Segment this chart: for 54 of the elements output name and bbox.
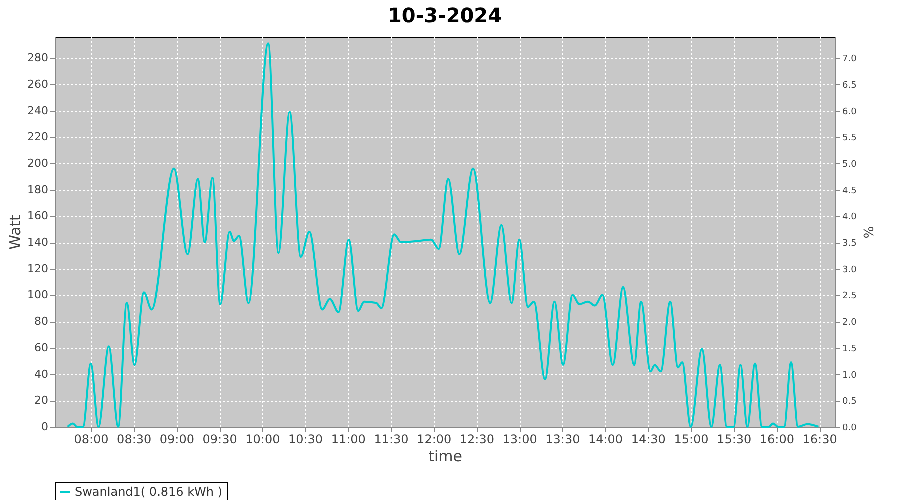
- x-tick-label: 15:30: [717, 432, 752, 446]
- x-tick-label: 12:30: [460, 432, 495, 446]
- x-tick-label: 13:00: [502, 432, 538, 446]
- y2-tick-label: 5.5: [842, 134, 857, 144]
- y-tick-label: 80: [34, 315, 48, 328]
- y-tick-label: 280: [28, 52, 48, 65]
- y-tick-label: 220: [28, 130, 48, 144]
- y2-tick-label: 6.0: [842, 107, 858, 118]
- y-tick-label: 100: [28, 288, 48, 302]
- y-tick-label: 60: [34, 341, 48, 354]
- y2-tick-label: 6.5: [842, 80, 857, 91]
- y2-tick-label: 0.0: [842, 424, 858, 434]
- x-tick-label: 16:30: [802, 432, 838, 446]
- y2-tick-label: 3.5: [842, 239, 857, 250]
- x-tick-label: 10:00: [246, 432, 280, 446]
- y2-tick-label: 1.5: [842, 344, 857, 354]
- y2-tick-label: 7.0: [842, 54, 858, 65]
- y-axis-title: Watt: [6, 214, 25, 250]
- y-tick-label: 200: [28, 156, 48, 170]
- y2-tick-label: 3.0: [842, 265, 858, 276]
- x-tick-label: 09:30: [202, 432, 238, 446]
- x-tick-label: 16:00: [760, 432, 795, 446]
- x-tick-label: 12:00: [417, 432, 452, 446]
- x-tick-label: 15:00: [674, 432, 709, 446]
- y2-tick-label: 2.5: [842, 292, 857, 302]
- y-tick-label: 240: [28, 104, 48, 118]
- x-tick-label: 10:30: [288, 432, 324, 446]
- x-tick-label: 13:30: [546, 432, 580, 446]
- y2-tick-label: 4.5: [842, 186, 857, 196]
- legend-label: Swanland1( 0.816 kWh ): [75, 485, 223, 499]
- y2-tick-label: 1.0: [842, 370, 858, 381]
- y2-tick-label: 5.0: [842, 160, 858, 170]
- x-tick-label: 11:30: [374, 432, 409, 446]
- y-tick-label: 160: [28, 210, 48, 223]
- y-tick-label: 40: [34, 368, 48, 381]
- y-tick-label: 0: [42, 420, 48, 434]
- y-tick-label: 140: [28, 236, 48, 250]
- y2-tick-label: 2.0: [842, 318, 858, 328]
- y-tick-label: 260: [28, 78, 48, 91]
- y-tick-label: 120: [28, 262, 48, 276]
- y-tick-label: 180: [28, 183, 48, 196]
- x-tick-label: 08:00: [74, 432, 109, 446]
- x-axis-title: time: [428, 448, 462, 466]
- x-tick-label: 11:00: [331, 432, 366, 446]
- chart-title: 10-3-2024: [388, 3, 502, 28]
- x-tick-label: 09:00: [160, 432, 195, 446]
- y-tick-label: 20: [34, 394, 48, 408]
- x-tick-label: 08:30: [117, 432, 152, 446]
- y2-axis-title: %: [860, 226, 875, 239]
- y2-tick-label: 0.5: [842, 397, 857, 408]
- line-series: [66, 42, 820, 428]
- y2-tick-label: 4.0: [842, 212, 858, 223]
- x-tick-label: 14:00: [588, 432, 624, 446]
- x-tick-label: 14:30: [631, 432, 666, 446]
